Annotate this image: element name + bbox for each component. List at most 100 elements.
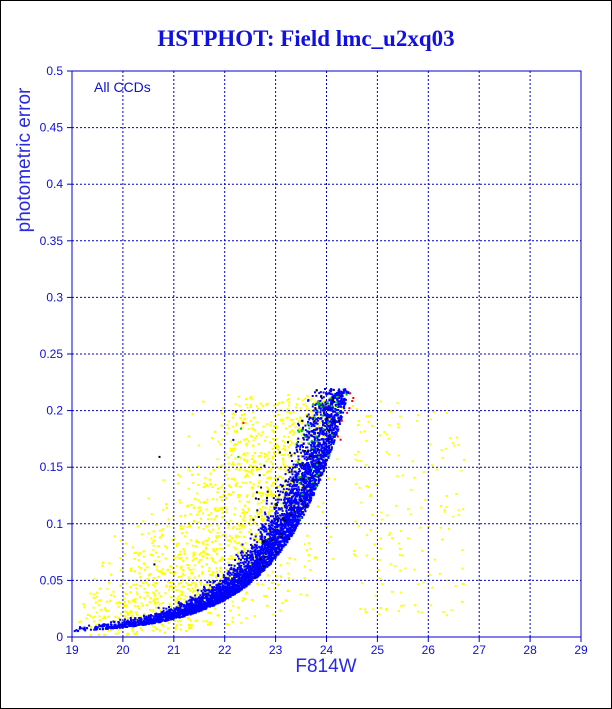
data-point — [238, 527, 241, 530]
data-point — [463, 458, 465, 461]
data-point — [146, 591, 149, 594]
data-point — [316, 419, 319, 422]
data-point — [211, 573, 214, 576]
data-point — [106, 609, 109, 612]
data-point — [286, 589, 289, 592]
data-point — [365, 554, 368, 557]
data-point — [110, 573, 113, 576]
data-point — [92, 593, 95, 596]
data-point — [231, 558, 233, 561]
data-point — [260, 537, 263, 540]
data-point — [229, 568, 232, 571]
data-point — [134, 579, 137, 582]
data-point — [130, 611, 133, 613]
data-point — [253, 539, 256, 542]
data-point — [164, 592, 167, 595]
data-point — [360, 460, 363, 463]
data-point — [169, 565, 172, 568]
data-point — [266, 402, 269, 405]
data-point — [155, 627, 158, 630]
data-point — [243, 516, 246, 519]
data-point — [312, 424, 315, 427]
data-point — [269, 424, 272, 427]
data-point — [267, 493, 269, 496]
data-point — [133, 551, 136, 554]
data-point — [305, 450, 308, 453]
data-point — [164, 545, 167, 548]
data-point — [317, 428, 320, 431]
data-point — [232, 450, 235, 453]
data-point — [309, 443, 312, 446]
data-point — [214, 550, 217, 553]
data-point — [238, 552, 241, 555]
data-point — [315, 412, 318, 415]
data-point — [143, 587, 146, 590]
data-point — [159, 571, 162, 573]
data-point — [277, 584, 280, 586]
data-point — [245, 591, 248, 594]
data-point — [153, 535, 156, 538]
data-point — [136, 616, 139, 619]
data-point — [297, 470, 300, 473]
data-point — [311, 494, 314, 497]
data-point — [287, 525, 290, 528]
data-point — [100, 608, 103, 611]
data-point — [260, 494, 263, 497]
data-point — [227, 492, 230, 495]
data-point — [282, 514, 284, 517]
data-point — [251, 427, 254, 430]
data-point — [297, 483, 300, 486]
data-point — [278, 402, 281, 405]
data-point — [173, 537, 176, 540]
data-point — [166, 525, 169, 528]
data-point — [170, 584, 172, 587]
data-point — [233, 588, 236, 591]
data-point — [285, 600, 288, 602]
data-point — [299, 448, 301, 451]
data-point — [152, 610, 155, 613]
data-point — [260, 572, 263, 575]
data-point — [306, 461, 309, 464]
data-point — [227, 477, 230, 480]
data-point — [310, 462, 313, 465]
data-point — [324, 404, 327, 407]
data-point — [219, 588, 222, 591]
data-point — [139, 576, 142, 579]
data-point — [215, 515, 218, 518]
data-point — [208, 598, 211, 601]
data-point — [313, 443, 316, 446]
data-point — [268, 537, 271, 540]
data-point — [235, 424, 238, 427]
data-point — [201, 592, 204, 594]
data-point — [304, 475, 307, 478]
data-point — [264, 506, 267, 509]
data-point — [245, 474, 248, 477]
data-point — [206, 498, 209, 501]
data-point — [285, 483, 287, 486]
data-point — [282, 488, 285, 491]
data-point — [229, 486, 232, 488]
data-point — [220, 412, 223, 415]
data-point — [183, 598, 186, 601]
data-point — [152, 530, 155, 533]
data-point — [457, 509, 460, 512]
data-point — [177, 598, 179, 601]
data-point — [238, 404, 241, 407]
data-point — [219, 570, 221, 573]
data-point — [250, 406, 252, 408]
data-point — [317, 505, 320, 508]
data-point — [246, 406, 249, 409]
data-point — [310, 480, 313, 483]
data-point — [262, 537, 265, 540]
data-point — [83, 606, 86, 609]
data-point — [281, 401, 284, 404]
data-point — [303, 453, 306, 456]
data-point — [231, 461, 234, 464]
data-point — [311, 430, 314, 432]
data-point — [243, 513, 246, 516]
data-point — [234, 457, 237, 460]
data-point — [221, 516, 224, 519]
data-point — [277, 498, 280, 501]
data-point — [194, 564, 197, 567]
data-point — [304, 397, 307, 400]
